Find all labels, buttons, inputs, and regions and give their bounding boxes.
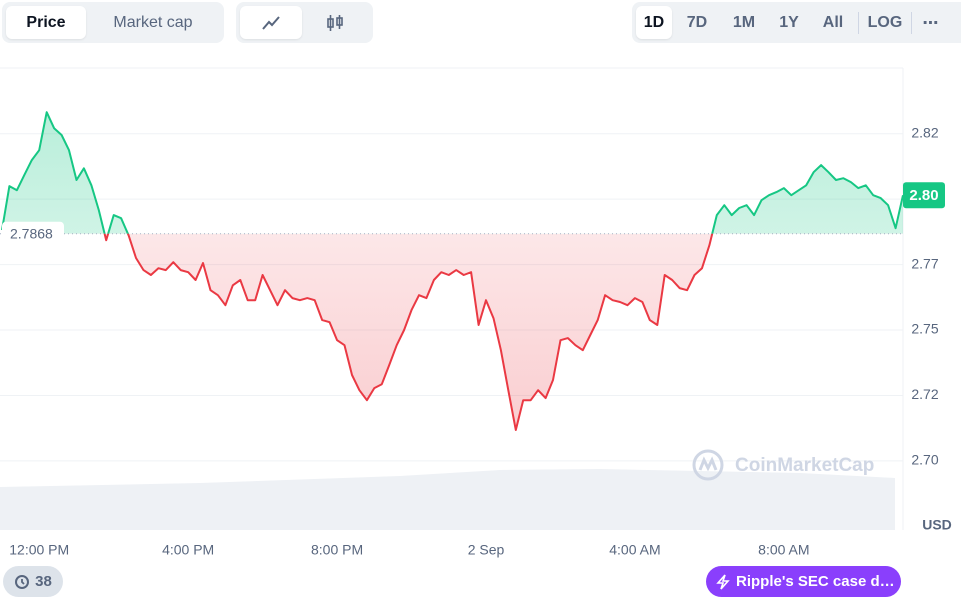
candle-chart-button[interactable] (302, 6, 368, 39)
news-pill[interactable]: Ripple's SEC case d… (706, 566, 901, 597)
price-line-down (103, 233, 714, 431)
separator (858, 11, 859, 34)
x-tick-label: 4:00 PM (162, 542, 214, 558)
x-tick-label: 8:00 AM (758, 542, 809, 558)
x-tick-label: 12:00 PM (9, 542, 69, 558)
news-text: Ripple's SEC case d… (736, 573, 895, 590)
tab-price[interactable]: Price (6, 6, 86, 39)
tab-market-cap[interactable]: Market cap (113, 13, 193, 31)
watermark: CoinMarketCap (735, 455, 874, 476)
x-tick-label: 2 Sep (468, 542, 505, 558)
range-button[interactable]: 1M (732, 13, 756, 31)
more-button[interactable]: ⋯ (922, 14, 940, 32)
y-tick-label: 2.70 (911, 452, 938, 468)
area-up (2, 112, 903, 234)
y-tick-label: 2.82 (911, 124, 938, 140)
line-chart-button[interactable] (240, 6, 302, 39)
chart-kind (236, 2, 373, 43)
price-line-up (1, 111, 903, 234)
range-tabs: 1D 7D 1M 1Y All LOG ⋯ (632, 2, 961, 43)
separator (911, 11, 912, 34)
range-button[interactable]: 1Y (779, 13, 799, 31)
log-button[interactable]: LOG (867, 13, 903, 31)
y-tick-label: 2.72 (911, 386, 938, 402)
range-button[interactable]: 1D (636, 6, 672, 39)
line-icon (262, 15, 280, 30)
x-tick-label: 4:00 AM (609, 542, 660, 558)
bolt-icon (716, 573, 730, 590)
history-count: 38 (35, 573, 52, 590)
history-pill[interactable]: 38 (3, 566, 63, 597)
view-tabs: Price Market cap (2, 2, 224, 43)
current-price-label: 2.80 (909, 187, 938, 204)
currency-label: USD (922, 517, 952, 533)
y-tick-label: 2.75 (911, 321, 938, 337)
volume-band (0, 469, 895, 530)
area-down (2, 233, 903, 430)
history-icon (15, 574, 30, 589)
candle-icon (327, 14, 343, 31)
x-tick-label: 8:00 PM (311, 542, 363, 558)
baseline-label-box (2, 221, 64, 246)
y-tick-label: 2.77 (911, 255, 938, 271)
range-button[interactable]: All (822, 13, 844, 31)
current-price-box (903, 182, 945, 209)
baseline-label: 2.7868 (10, 225, 53, 241)
range-button[interactable]: 7D (686, 13, 708, 31)
watermark-logo (692, 449, 724, 481)
